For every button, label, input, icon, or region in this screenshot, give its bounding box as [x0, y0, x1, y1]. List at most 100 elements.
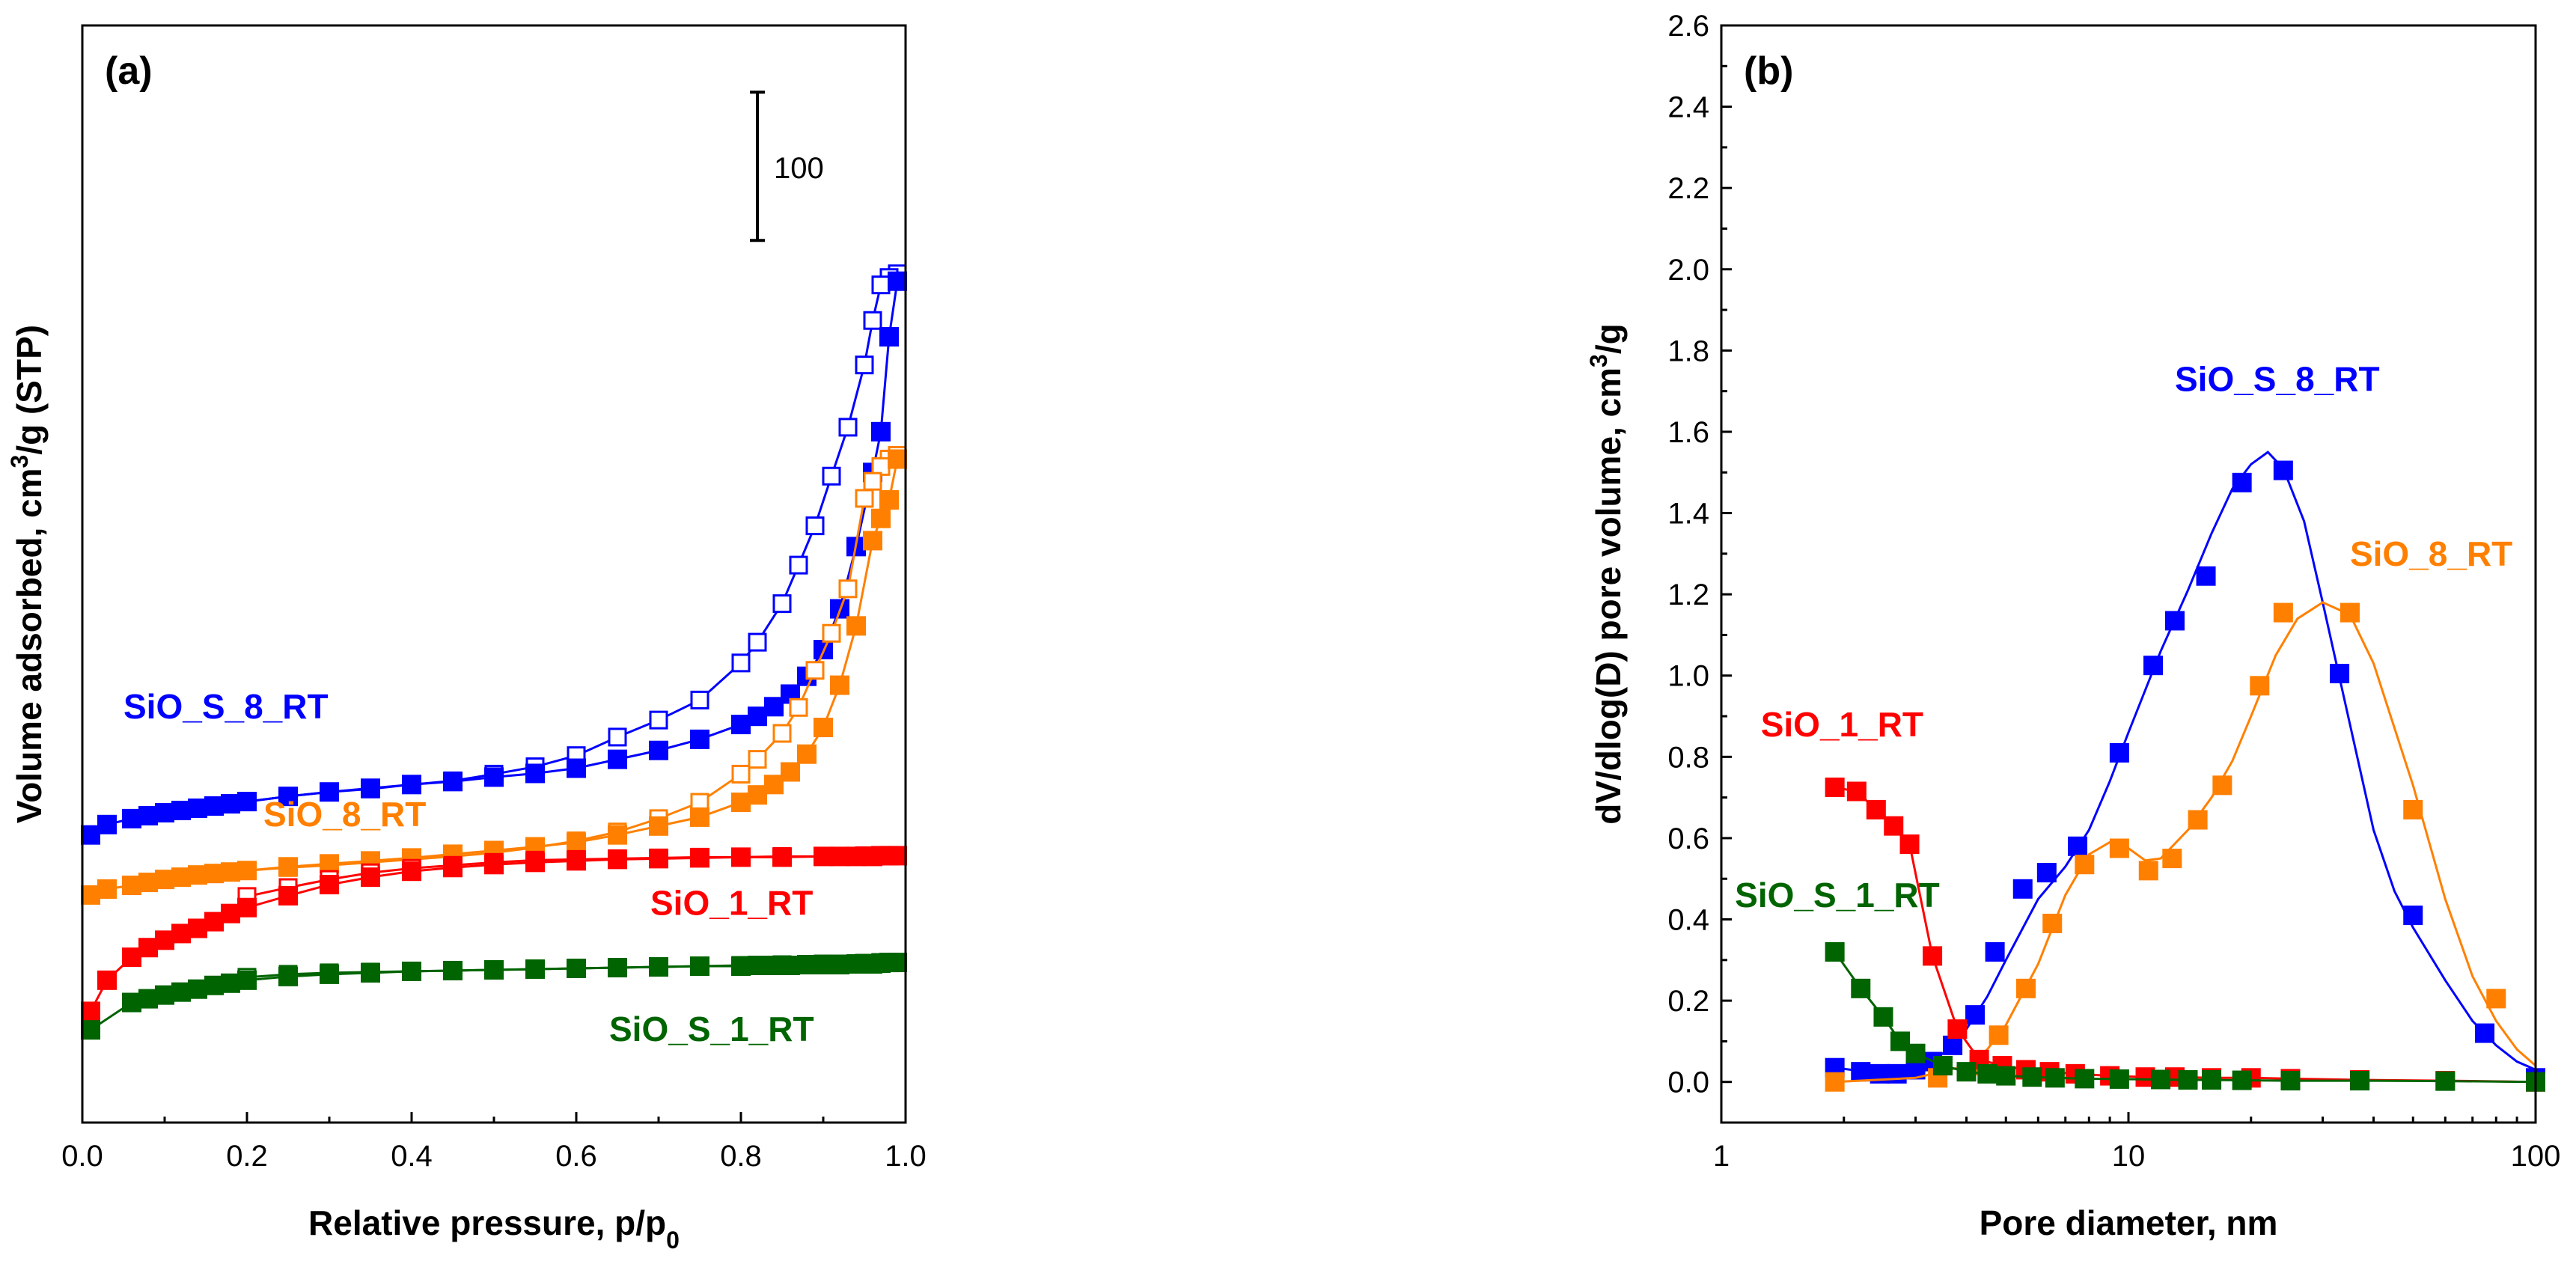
adsorption-point [402, 775, 421, 795]
adsorption-point [138, 873, 158, 893]
fit-line [1834, 601, 2536, 1084]
adsorption-point [690, 807, 709, 827]
data-point [1825, 778, 1845, 798]
data-point [2138, 861, 2158, 881]
data-point [1923, 946, 1943, 966]
desorption-point [731, 764, 751, 784]
desorption-point [748, 632, 767, 652]
y-tick-label-b: 0.8 [1667, 741, 1709, 774]
data-point [2486, 989, 2506, 1009]
adsorption-point [764, 775, 784, 795]
adsorption-point [155, 870, 174, 890]
data-point [2188, 810, 2208, 830]
adsorption-point [402, 861, 421, 882]
panel-a-label: (a) [105, 49, 153, 93]
data-point [1846, 781, 1867, 802]
adsorption-point [171, 982, 191, 1002]
adsorption-point [846, 616, 866, 636]
desorption-point [863, 471, 882, 491]
adsorption-point [221, 794, 240, 814]
x-axis-label-a-main: Relative pressure, p/p [308, 1203, 666, 1242]
data-point [2178, 1069, 2198, 1090]
desorption-point [863, 311, 882, 330]
adsorption-point [649, 956, 668, 977]
adsorption-point [888, 271, 907, 291]
data-point [2196, 566, 2216, 586]
adsorption-point [221, 862, 240, 882]
fit-line [1834, 451, 2536, 1075]
desorption-point [772, 724, 792, 743]
y-tick-label-b: 0.4 [1667, 904, 1709, 937]
adsorption-point [888, 846, 907, 866]
adsorption-point [237, 970, 257, 990]
adsorption-point [278, 857, 298, 877]
desorption-point [855, 489, 874, 508]
data-point [1989, 1025, 2009, 1045]
adsorption-line [90, 459, 899, 897]
desorption-line [246, 272, 898, 803]
data-point [2042, 913, 2063, 933]
adsorption-point [221, 903, 240, 923]
adsorption-point [772, 847, 792, 867]
adsorption-point [188, 979, 207, 999]
data-point [2202, 1069, 2222, 1090]
adsorption-point [81, 1001, 100, 1022]
series-SiO_1_RT [1825, 778, 2545, 1092]
series-SiO_S_8_RT [1825, 451, 2545, 1088]
adsorption-point [361, 778, 380, 799]
series-label-b: SiO_S_1_RT [1735, 876, 1940, 915]
adsorption-point [320, 875, 339, 895]
y-tick-label-b: 1.0 [1667, 660, 1709, 693]
desorption-point [748, 750, 767, 769]
adsorption-point [608, 849, 627, 870]
desorption-point [649, 710, 668, 730]
desorption-point [838, 418, 858, 437]
y-axis-label-b-post: /g [1589, 323, 1628, 354]
adsorption-point [122, 947, 141, 968]
data-point [2036, 863, 2057, 883]
adsorption-point [361, 867, 380, 888]
adsorption-point [764, 697, 784, 717]
x-tick-label-b: 10 [2112, 1140, 2146, 1173]
adsorption-point [879, 489, 899, 510]
data-point [2273, 602, 2293, 623]
adsorption-point [649, 849, 668, 869]
desorption-point [838, 579, 858, 599]
adsorption-point [155, 985, 174, 1005]
data-point [1947, 1019, 1968, 1039]
series-SiO_8_RT [1825, 601, 2536, 1092]
adsorption-point [81, 885, 100, 905]
panel-b-series-labels: SiO_S_8_RT SiO_8_RT SiO_1_RT SiO_S_1_RT [1735, 360, 2512, 915]
panel-b-ticks: 0.0 0.2 0.4 0.6 0.8 1.0 1.2 1.4 1.6 1.8 2.0 2.2 2.4 2… [1667, 10, 2560, 1173]
adsorption-point [567, 851, 586, 871]
adsorption-point [567, 758, 586, 778]
adsorption-point [97, 814, 117, 834]
adsorption-point [608, 957, 627, 977]
adsorption-point [649, 816, 668, 836]
y-tick-label-b: 2.4 [1667, 91, 1709, 124]
adsorption-point [155, 930, 174, 950]
adsorption-point [221, 973, 240, 993]
panel-a-series-labels: SiO_S_8_RT SiO_8_RT SiO_1_RT SiO_S_1_RT [123, 687, 814, 1048]
series-label-b: SiO_S_8_RT [2175, 360, 2380, 399]
adsorption-point [237, 897, 257, 918]
adsorption-point [525, 763, 545, 784]
data-point [1956, 1062, 1977, 1082]
adsorption-point [863, 531, 882, 551]
adsorption-point [846, 954, 866, 974]
adsorption-point [846, 846, 866, 867]
adsorption-point [97, 970, 117, 990]
data-point [2151, 1069, 2171, 1090]
x-axis-label-b: Pore diameter, nm [1980, 1203, 2278, 1242]
adsorption-line [90, 281, 899, 836]
x-axis-label-a-sub: 0 [666, 1227, 680, 1254]
adsorption-point [731, 793, 751, 813]
scale-bar: 100 [750, 91, 824, 242]
series-label-a: SiO_1_RT [650, 884, 813, 923]
adsorption-point [204, 864, 224, 884]
adsorption-point [764, 956, 784, 976]
adsorption-point [649, 740, 668, 760]
data-point [2435, 1071, 2456, 1091]
adsorption-point [443, 858, 463, 878]
